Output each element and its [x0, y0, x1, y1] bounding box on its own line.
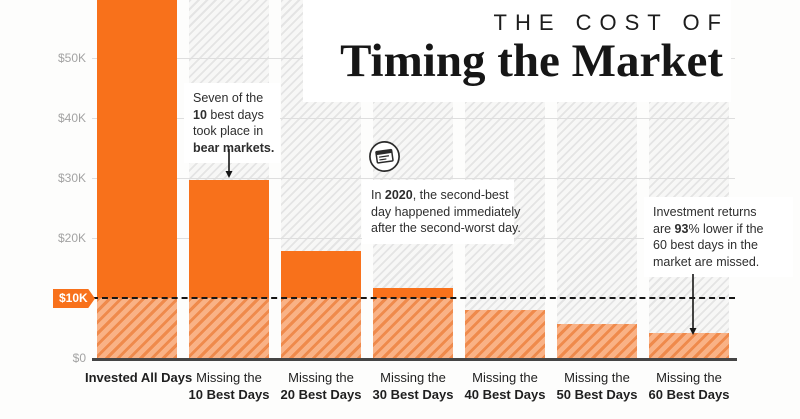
- page-title: Timing the Market: [340, 35, 723, 87]
- x-axis-label: Missing the 50 Best Days: [556, 370, 638, 402]
- y-axis-tick-label: $30K: [57, 171, 86, 185]
- bar: [189, 179, 269, 298]
- x-axis-baseline: [92, 358, 737, 361]
- callout-bear-markets: Seven of the 10 best days took place in bea…: [184, 83, 280, 163]
- bar: [281, 251, 361, 298]
- threshold-dashed-line: [92, 297, 735, 299]
- bar-below-threshold: [557, 323, 637, 358]
- callout-line: after the second-worst day.: [371, 221, 521, 235]
- gridline: [92, 118, 735, 119]
- callout-line: day happened immediately: [371, 204, 521, 219]
- newspaper-calendar-icon: [368, 140, 401, 178]
- callout-line: bear markets.: [193, 140, 275, 155]
- bar: [97, 0, 177, 298]
- title-kicker: THE COST OF: [493, 10, 729, 35]
- x-axis-label: Missing the 60 Best Days: [648, 370, 730, 402]
- callout-line: 10 best days: [193, 107, 264, 122]
- bar-below-threshold: [97, 298, 177, 358]
- callout-line: market are missed.: [653, 254, 760, 269]
- down-arrow-icon: [689, 274, 697, 335]
- bar-below-threshold: [281, 298, 361, 358]
- bar-below-threshold: [189, 298, 269, 358]
- y-axis-tick-label: $20K: [57, 231, 86, 245]
- y-axis-tick-label: $50K: [57, 51, 86, 65]
- bar: [373, 287, 453, 298]
- threshold-badge: $10K: [53, 289, 95, 308]
- bar-below-threshold: [649, 332, 729, 358]
- gridline: [92, 178, 735, 179]
- callout-line: In 2020, the second-best: [371, 188, 509, 202]
- x-axis-label: Missing the 10 Best Days: [188, 370, 270, 402]
- x-axis-label: Missing the 20 Best Days: [280, 370, 362, 402]
- callout-line: are 93% lower if the: [653, 221, 764, 236]
- callout-line: Investment returns: [653, 205, 757, 219]
- y-axis-tick-label: $0: [72, 351, 86, 365]
- title-block: THE COST OF Timing the Market: [303, 0, 731, 102]
- callout-returns: Investment returns are 93% lower if the 60…: [644, 197, 793, 277]
- x-axis-label: Missing the 30 Best Days: [372, 370, 454, 402]
- bar-below-threshold: [465, 310, 545, 358]
- bar-below-threshold: [373, 298, 453, 358]
- y-axis-tick-label: $40K: [57, 111, 86, 125]
- callout-line: took place in: [193, 124, 264, 138]
- callout-line: Seven of the: [193, 91, 264, 105]
- callout-2020: In 2020, the second-best day happened imm…: [362, 180, 521, 244]
- down-arrow-icon: [225, 149, 233, 178]
- callout-line: 60 best days in the: [653, 238, 758, 252]
- x-axis-label: Missing the 40 Best Days: [464, 370, 546, 402]
- x-axis-label: Invested All Days: [85, 370, 193, 385]
